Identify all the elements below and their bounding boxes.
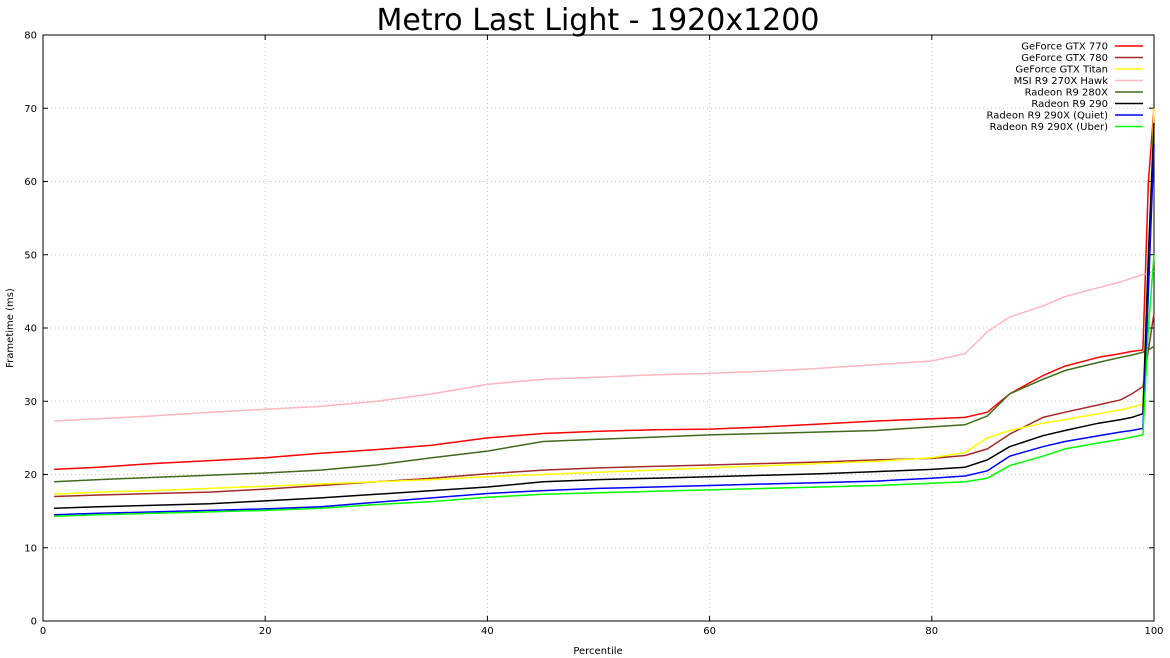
axis-ticks: 0 20 40 60 80 100 0 10 20 30 40 50 60 70 80	[24, 31, 1163, 638]
series-line-geforce-gtx-770	[54, 108, 1155, 471]
legend-label: Radeon R9 290X (Uber)	[990, 122, 1108, 133]
legend-label: Radeon R9 290	[1031, 99, 1108, 110]
series-line-geforce-gtx-titan	[54, 108, 1155, 496]
x-tick-label: 40	[481, 626, 494, 637]
legend-label: Radeon R9 290X (Quiet)	[987, 111, 1109, 122]
x-axis-label: Percentile	[573, 646, 622, 657]
y-tick-label: 10	[24, 543, 37, 554]
series-line-msi-r9-270x-hawk	[54, 270, 1155, 422]
x-tick-label: 80	[925, 626, 938, 637]
x-tick-label: 60	[703, 626, 716, 637]
series-line-radeon-r9-290	[54, 122, 1155, 509]
series-line-radeon-r9-290x-quiet	[54, 144, 1155, 516]
legend-label: Radeon R9 280X	[1025, 88, 1109, 99]
y-tick-label: 80	[24, 31, 37, 42]
legend-label: GeForce GTX Titan	[1015, 65, 1108, 76]
series-lines	[54, 108, 1155, 518]
legend-label: MSI R9 270X Hawk	[1014, 76, 1109, 87]
series-line-geforce-gtx-780	[54, 313, 1155, 498]
grid	[43, 35, 1154, 621]
y-tick-label: 40	[24, 324, 37, 335]
chart-title: Metro Last Light - 1920x1200	[377, 3, 820, 38]
legend-label: GeForce GTX 770	[1021, 42, 1108, 53]
x-tick-label: 0	[40, 626, 46, 637]
y-tick-label: 50	[24, 250, 37, 261]
x-tick-label: 20	[259, 626, 272, 637]
series-line-radeon-r9-290x-uber	[54, 254, 1155, 518]
y-tick-label: 70	[24, 104, 37, 115]
y-tick-label: 60	[24, 177, 37, 188]
y-tick-label: 30	[24, 397, 37, 408]
series-line-radeon-r9-280x	[54, 345, 1155, 483]
y-tick-label: 20	[24, 470, 37, 481]
y-tick-label: 0	[31, 617, 37, 628]
legend-label: GeForce GTX 780	[1021, 53, 1108, 64]
x-tick-label: 100	[1144, 626, 1163, 637]
y-axis-label: Frametime (ms)	[5, 288, 16, 368]
